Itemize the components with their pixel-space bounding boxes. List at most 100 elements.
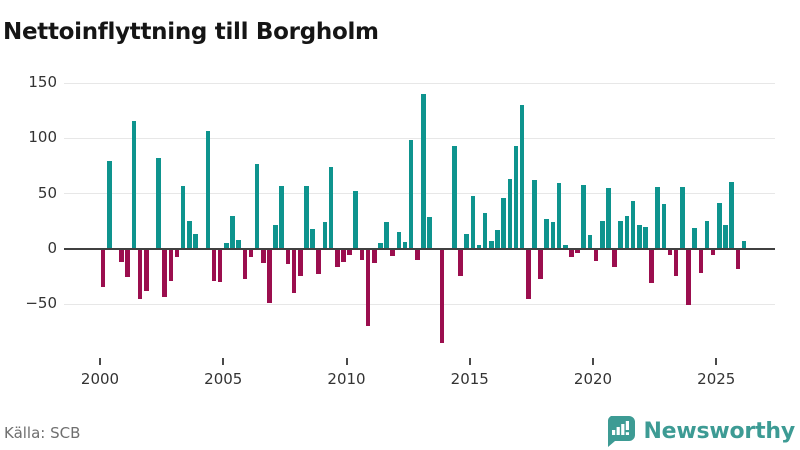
- bar-2002Q3: [162, 249, 167, 297]
- bar-2010Q3: [359, 249, 365, 261]
- bar-2024Q2: [698, 249, 704, 274]
- x-axis-tick-2020: [592, 358, 594, 365]
- bar-2000Q4: [119, 249, 124, 263]
- bar-2009Q2: [328, 167, 334, 249]
- bar-2015Q1: [470, 195, 476, 249]
- bar-2010Q2: [353, 191, 359, 249]
- y-axis-label: 150: [28, 73, 57, 92]
- bar-2020Q2: [599, 221, 605, 249]
- bar-2013Q4: [439, 249, 445, 343]
- bar-2019Q3: [581, 184, 587, 249]
- x-axis-tick-2010: [345, 358, 348, 365]
- bar-2025Q1: [717, 202, 722, 249]
- x-axis-label-2010: 2010: [327, 370, 366, 388]
- y-axis-label: 100: [28, 128, 57, 147]
- bar-2015Q3: [482, 212, 488, 249]
- bar-2006Q3: [261, 249, 266, 264]
- bar-2004Q3: [211, 249, 217, 282]
- bar-2019Q4: [587, 234, 593, 249]
- gridline-150: [64, 82, 775, 84]
- y-axis-label: −50: [25, 294, 57, 313]
- bar-2001Q3: [137, 249, 143, 299]
- bar-2014Q4: [464, 233, 469, 249]
- bar-2002Q2: [156, 158, 161, 249]
- bar-2012Q4: [415, 249, 420, 261]
- bar-2009Q3: [334, 249, 340, 267]
- bar-2001Q1: [125, 249, 131, 277]
- bar-2000Q2: [106, 160, 112, 249]
- y-axis-label: 0: [47, 239, 57, 257]
- bar-2021Q1: [618, 221, 624, 249]
- x-axis-label-2025: 2025: [697, 370, 736, 388]
- bar-2018Q4: [562, 244, 568, 249]
- bar-2007Q1: [273, 224, 278, 249]
- bar-2015Q2: [476, 244, 482, 249]
- bar-2009Q1: [322, 222, 328, 249]
- bar-2018Q1: [544, 219, 550, 249]
- bar-2025Q3: [729, 181, 734, 249]
- bar-2014Q2: [452, 146, 457, 249]
- bar-2017Q1: [519, 105, 525, 249]
- bar-2012Q2: [402, 242, 408, 249]
- bar-2013Q2: [427, 216, 432, 249]
- bar-2016Q4: [513, 146, 519, 249]
- bar-2017Q2: [525, 249, 531, 299]
- bar-2022Q3: [655, 187, 660, 249]
- source-label: Källa: SCB: [4, 424, 81, 442]
- bar-2023Q2: [673, 249, 679, 276]
- bar-2024Q4: [710, 249, 716, 255]
- bar-2007Q4: [291, 249, 297, 294]
- bar-2008Q3: [310, 229, 315, 249]
- x-axis-tick-2005: [222, 358, 225, 365]
- bar-2019Q1: [569, 249, 574, 257]
- x-axis-tick-2015: [468, 358, 471, 365]
- bar-2020Q3: [606, 188, 611, 249]
- newsworthy-logo-icon: [608, 416, 636, 447]
- gridline--50: [64, 303, 775, 305]
- bar-2000Q1: [100, 249, 106, 287]
- newsworthy-logo: Newsworthy: [605, 416, 795, 447]
- bar-2005Q2: [230, 215, 235, 249]
- bar-2013Q1: [421, 94, 426, 249]
- bar-2025Q2: [723, 224, 728, 249]
- x-axis-label-2020: 2020: [573, 370, 613, 388]
- bar-2007Q2: [279, 185, 285, 249]
- bar-2001Q4: [143, 249, 149, 292]
- bar-2024Q3: [704, 221, 710, 249]
- bar-2010Q4: [365, 249, 371, 327]
- bar-2017Q3: [532, 180, 537, 249]
- bar-2004Q2: [205, 130, 211, 249]
- x-axis-tick-2025: [715, 358, 718, 365]
- x-axis-tick-2000: [99, 358, 101, 365]
- bar-2003Q1: [174, 249, 180, 257]
- bar-2018Q2: [550, 222, 556, 249]
- bar-2001Q2: [131, 120, 137, 249]
- bar-2006Q2: [254, 163, 260, 249]
- bar-2008Q2: [304, 185, 309, 249]
- bar-2016Q2: [501, 198, 506, 249]
- bar-2023Q1: [667, 249, 673, 255]
- bar-2006Q1: [248, 249, 254, 257]
- bar-2003Q4: [193, 233, 198, 249]
- gridline-100: [64, 137, 775, 139]
- bar-2021Q2: [624, 215, 630, 249]
- bar-2002Q4: [168, 249, 174, 282]
- bar-2014Q3: [458, 249, 463, 276]
- bar-2012Q1: [396, 232, 402, 249]
- bar-2019Q2: [575, 249, 580, 254]
- x-axis-label-2000: 2000: [80, 370, 120, 388]
- bar-2023Q3: [680, 187, 685, 249]
- bar-2021Q4: [636, 224, 642, 249]
- bar-2005Q4: [242, 249, 248, 279]
- bar-2020Q1: [593, 249, 599, 262]
- bar-2006Q4: [267, 249, 272, 304]
- gridline-50: [64, 193, 775, 195]
- x-axis-zero-line: [64, 248, 775, 250]
- bar-2021Q3: [630, 201, 636, 249]
- bar-2008Q1: [297, 249, 303, 276]
- bar-2026Q1: [741, 241, 747, 249]
- bar-2012Q3: [408, 139, 414, 249]
- bar-2004Q4: [217, 249, 223, 283]
- bar-2011Q2: [378, 243, 383, 249]
